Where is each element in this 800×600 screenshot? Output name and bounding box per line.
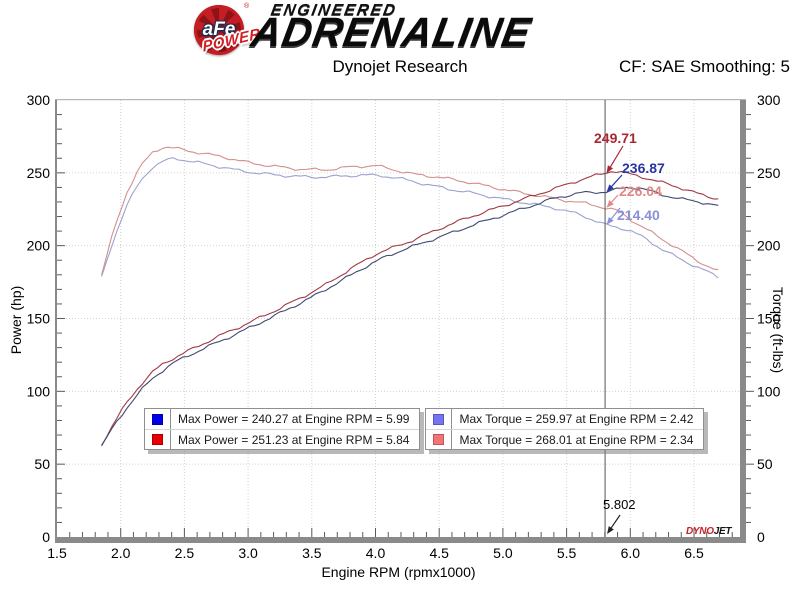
y-axis-title-power: Power (hp) (8, 285, 24, 355)
svg-text:200: 200 (757, 238, 781, 254)
curve-torque-blue (101, 157, 719, 279)
svg-text:0: 0 (757, 529, 765, 545)
adrenaline-wordmark: ADRENALINE (248, 9, 535, 55)
svg-text:5.0: 5.0 (493, 545, 513, 561)
dynojet-logo-jet: JET (713, 526, 732, 537)
power-red-swatch-icon (152, 434, 163, 445)
y-axis-title-torque: Torque (ft-lbs) (770, 286, 786, 374)
torque-blue-swatch-icon (433, 413, 445, 425)
chart-title: Dynojet Research (332, 57, 468, 76)
legend-row-max-power-red: Max Power = 251.23 at Engine RPM = 5.84 (145, 429, 420, 449)
svg-text:3.0: 3.0 (238, 545, 258, 561)
svg-text:2.5: 2.5 (175, 545, 195, 561)
callout-torque-blue-value: 214.40 (617, 207, 660, 223)
legend-label: Max Torque = 268.01 at Engine RPM = 2.34 (459, 432, 694, 447)
header-brand: aFe ® POWER ENGINEERED ADRENALINE (0, 0, 800, 56)
legend-panel-torque: Max Torque = 259.97 at Engine RPM = 2.42… (425, 408, 705, 450)
legend-swatch-cell (426, 430, 453, 449)
svg-text:300: 300 (27, 92, 51, 108)
correction-factor-note: CF: SAE Smoothing: 5 (618, 57, 790, 76)
afe-brand-text: aFe (202, 19, 236, 40)
curve-power-blue (101, 186, 719, 446)
callout-torque-red-value: 226.04 (619, 183, 662, 199)
callout-power-blue-value: 236.87 (622, 160, 665, 176)
svg-text:200: 200 (27, 238, 51, 254)
svg-text:6.5: 6.5 (684, 545, 704, 561)
cursor-label: 5.802 (603, 497, 636, 512)
svg-text:150: 150 (27, 311, 51, 327)
legend-label: Max Power = 240.27 at Engine RPM = 5.99 (178, 412, 410, 426)
legend-row-max-torque-red: Max Torque = 268.01 at Engine RPM = 2.34 (426, 429, 704, 449)
legend-label: Max Torque = 259.97 at Engine RPM = 2.42 (459, 412, 694, 426)
curve-power-red (101, 170, 719, 447)
svg-text:250: 250 (27, 165, 51, 181)
svg-text:2.0: 2.0 (111, 545, 131, 561)
x-axis-title-rpm: Engine RPM (rpmx1000) (321, 564, 476, 580)
legend: Max Power = 240.27 at Engine RPM = 5.99 … (144, 408, 705, 450)
legend-swatch-cell (426, 409, 453, 429)
legend-swatch-cell (145, 430, 171, 449)
svg-text:6.0: 6.0 (621, 545, 641, 561)
dynojet-logo: DYNOJET (686, 526, 731, 537)
svg-text:1.5: 1.5 (47, 545, 67, 561)
svg-text:50: 50 (757, 456, 773, 472)
callout-power-red-value: 249.71 (594, 130, 637, 146)
registered-mark: ® (244, 3, 250, 10)
svg-text:100: 100 (757, 383, 781, 399)
svg-text:150: 150 (757, 311, 781, 327)
svg-text:3.5: 3.5 (302, 545, 322, 561)
legend-swatch-cell (145, 409, 171, 429)
svg-text:250: 250 (757, 165, 781, 181)
svg-text:300: 300 (757, 92, 781, 108)
afe-badge-circle-icon: aFe (194, 5, 244, 55)
legend-label: Max Power = 251.23 at Engine RPM = 5.84 (178, 432, 410, 447)
legend-row-max-torque-blue: Max Torque = 259.97 at Engine RPM = 2.42 (426, 409, 703, 429)
dynojet-logo-dyno: DYNO (686, 526, 714, 537)
legend-row-max-power-blue: Max Power = 240.27 at Engine RPM = 5.99 (145, 409, 419, 429)
curve-torque-red (101, 146, 719, 275)
svg-text:100: 100 (27, 383, 51, 399)
svg-text:50: 50 (34, 456, 50, 472)
svg-text:4.0: 4.0 (366, 545, 386, 561)
svg-text:4.5: 4.5 (429, 545, 449, 561)
legend-panel-power: Max Power = 240.27 at Engine RPM = 5.99 … (144, 408, 421, 450)
power-blue-swatch-icon (152, 413, 163, 425)
svg-text:5.5: 5.5 (557, 545, 577, 561)
svg-text:0: 0 (42, 529, 50, 545)
afe-power-logo: aFe ® POWER (170, 1, 280, 56)
torque-red-swatch-icon (433, 434, 445, 445)
